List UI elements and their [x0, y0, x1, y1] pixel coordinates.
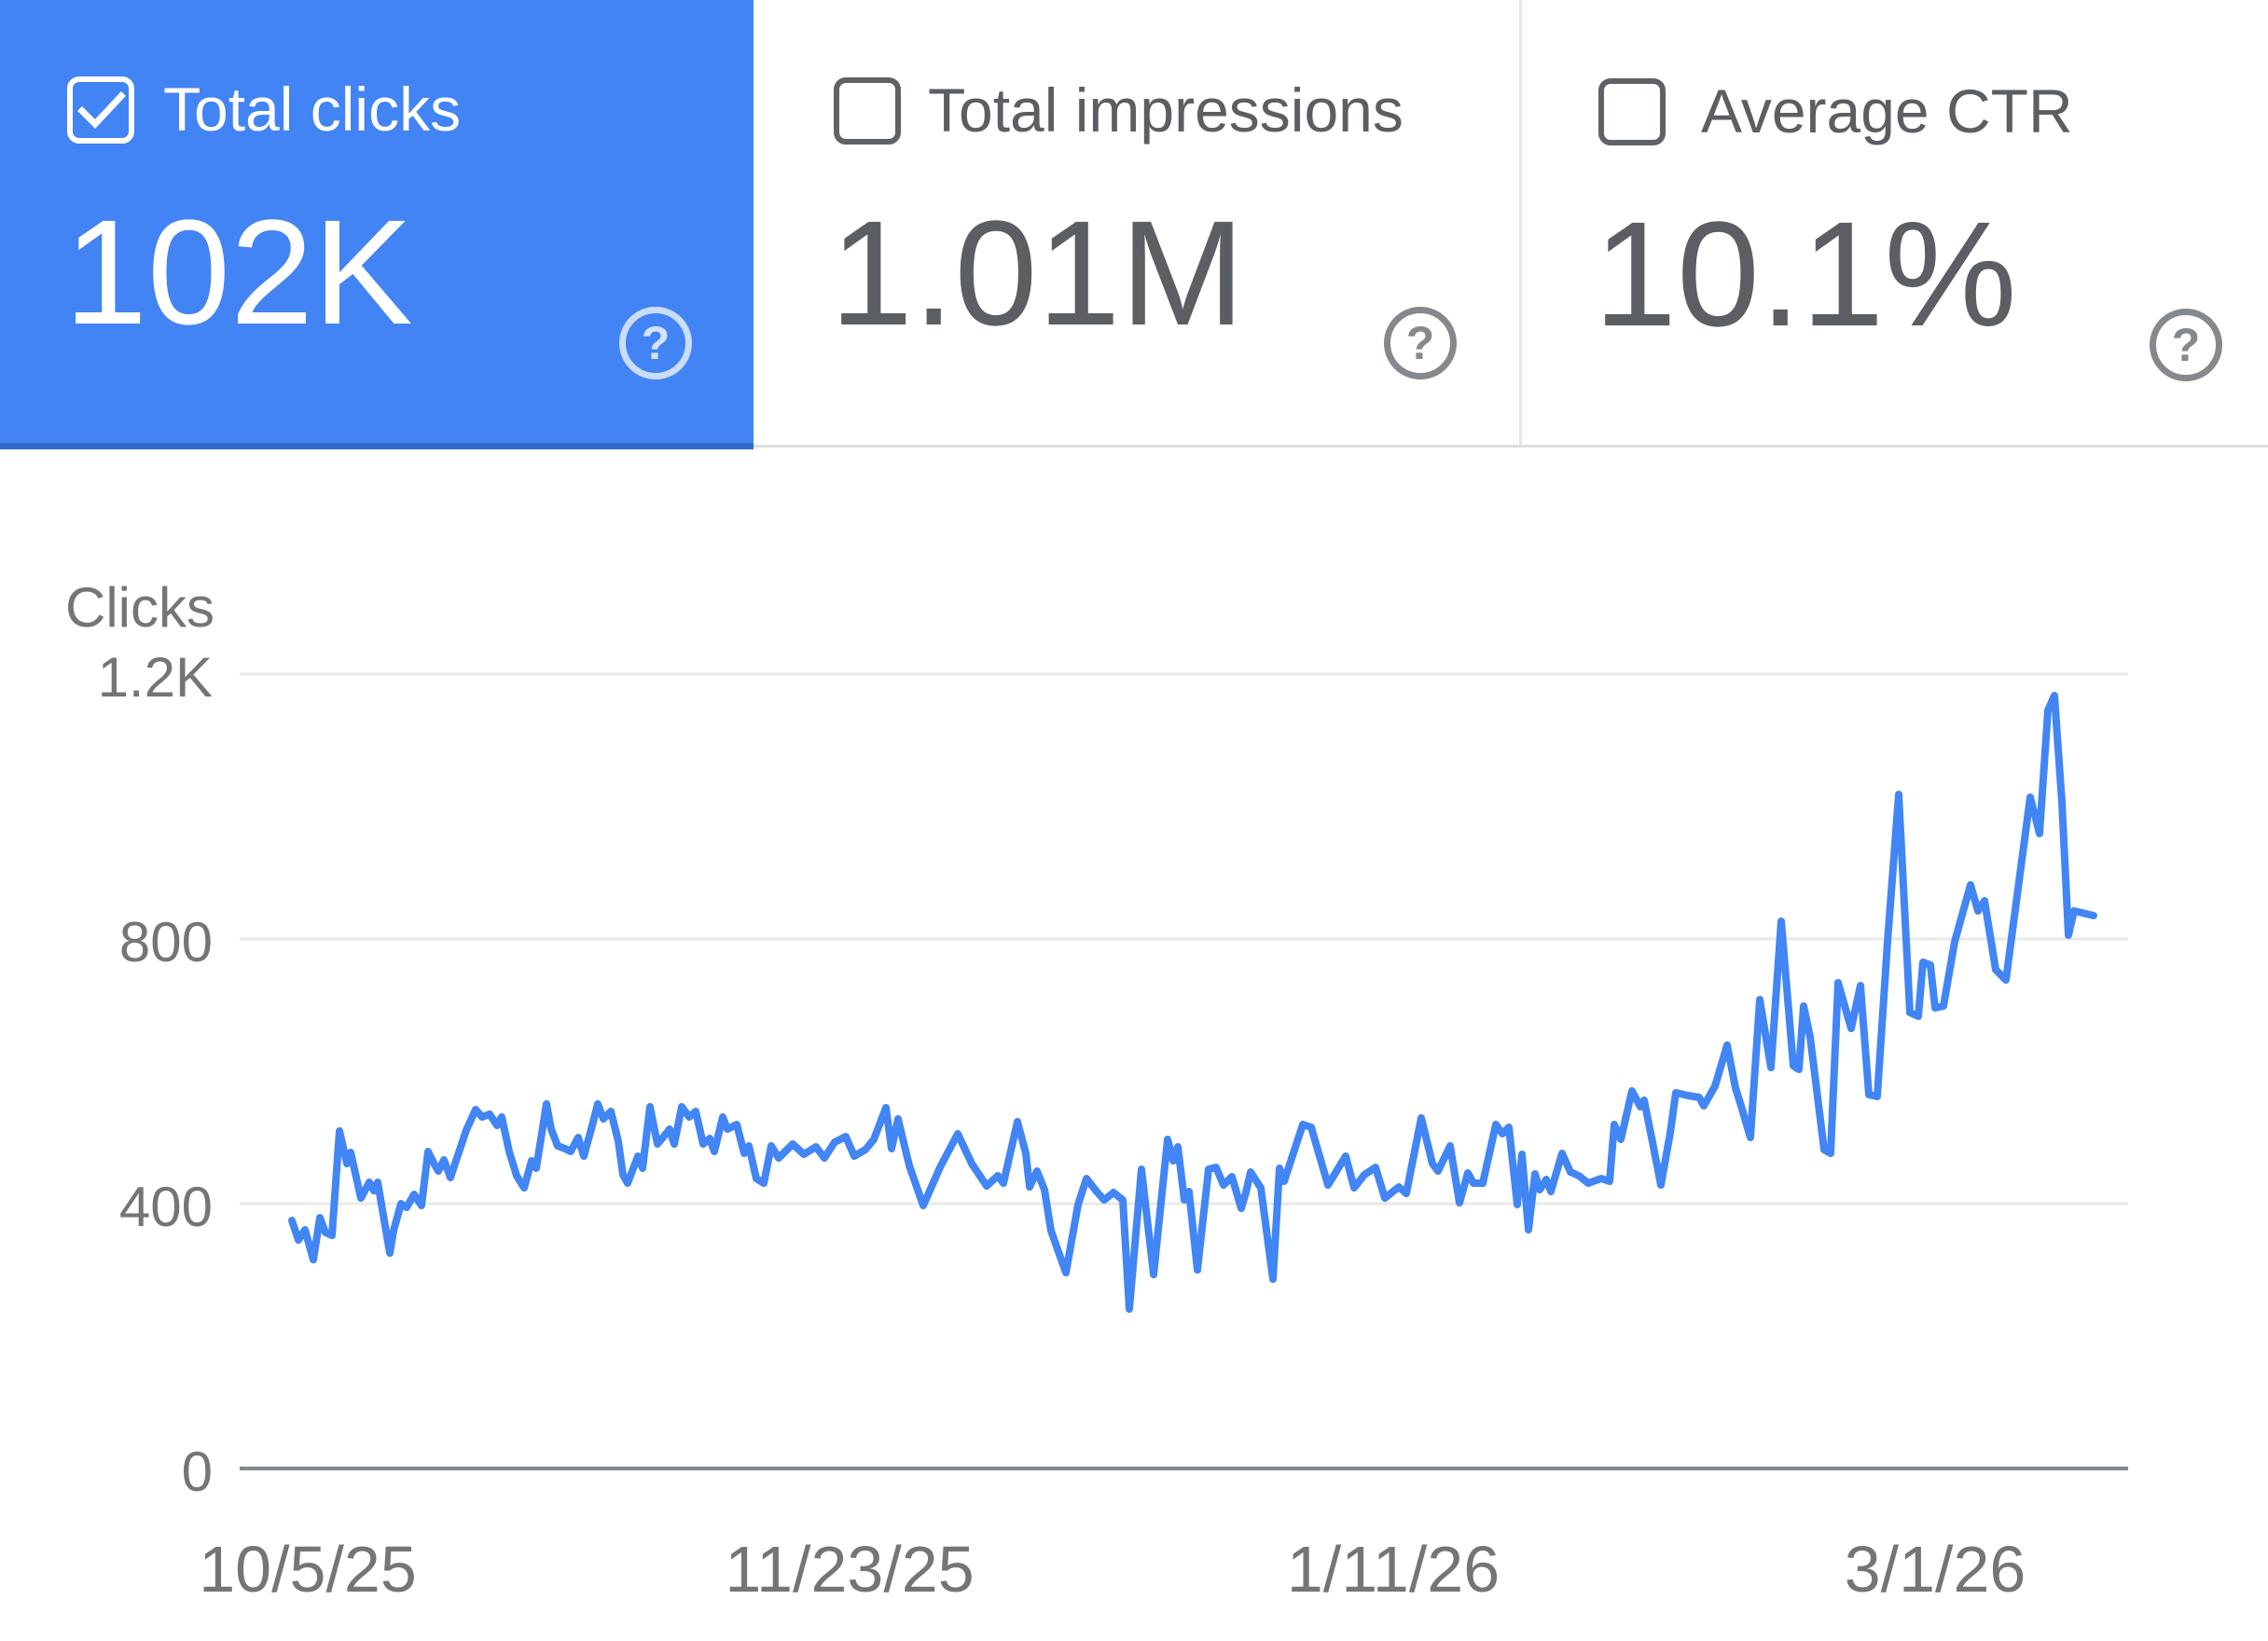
- svg-text:?: ?: [642, 317, 671, 369]
- svg-text:?: ?: [2172, 319, 2201, 371]
- svg-text:1.2K: 1.2K: [98, 646, 213, 709]
- svg-text:10/5/25: 10/5/25: [199, 1533, 417, 1606]
- svg-text:1/11/26: 1/11/26: [1287, 1533, 1500, 1606]
- svg-text:800: 800: [119, 911, 213, 973]
- svg-text:3/1/26: 3/1/26: [1845, 1533, 2026, 1606]
- svg-text:Clicks: Clicks: [65, 576, 214, 639]
- svg-text:?: ?: [1406, 317, 1435, 369]
- svg-text:0: 0: [182, 1441, 213, 1503]
- svg-text:400: 400: [119, 1176, 213, 1238]
- svg-text:11/23/25: 11/23/25: [725, 1533, 974, 1606]
